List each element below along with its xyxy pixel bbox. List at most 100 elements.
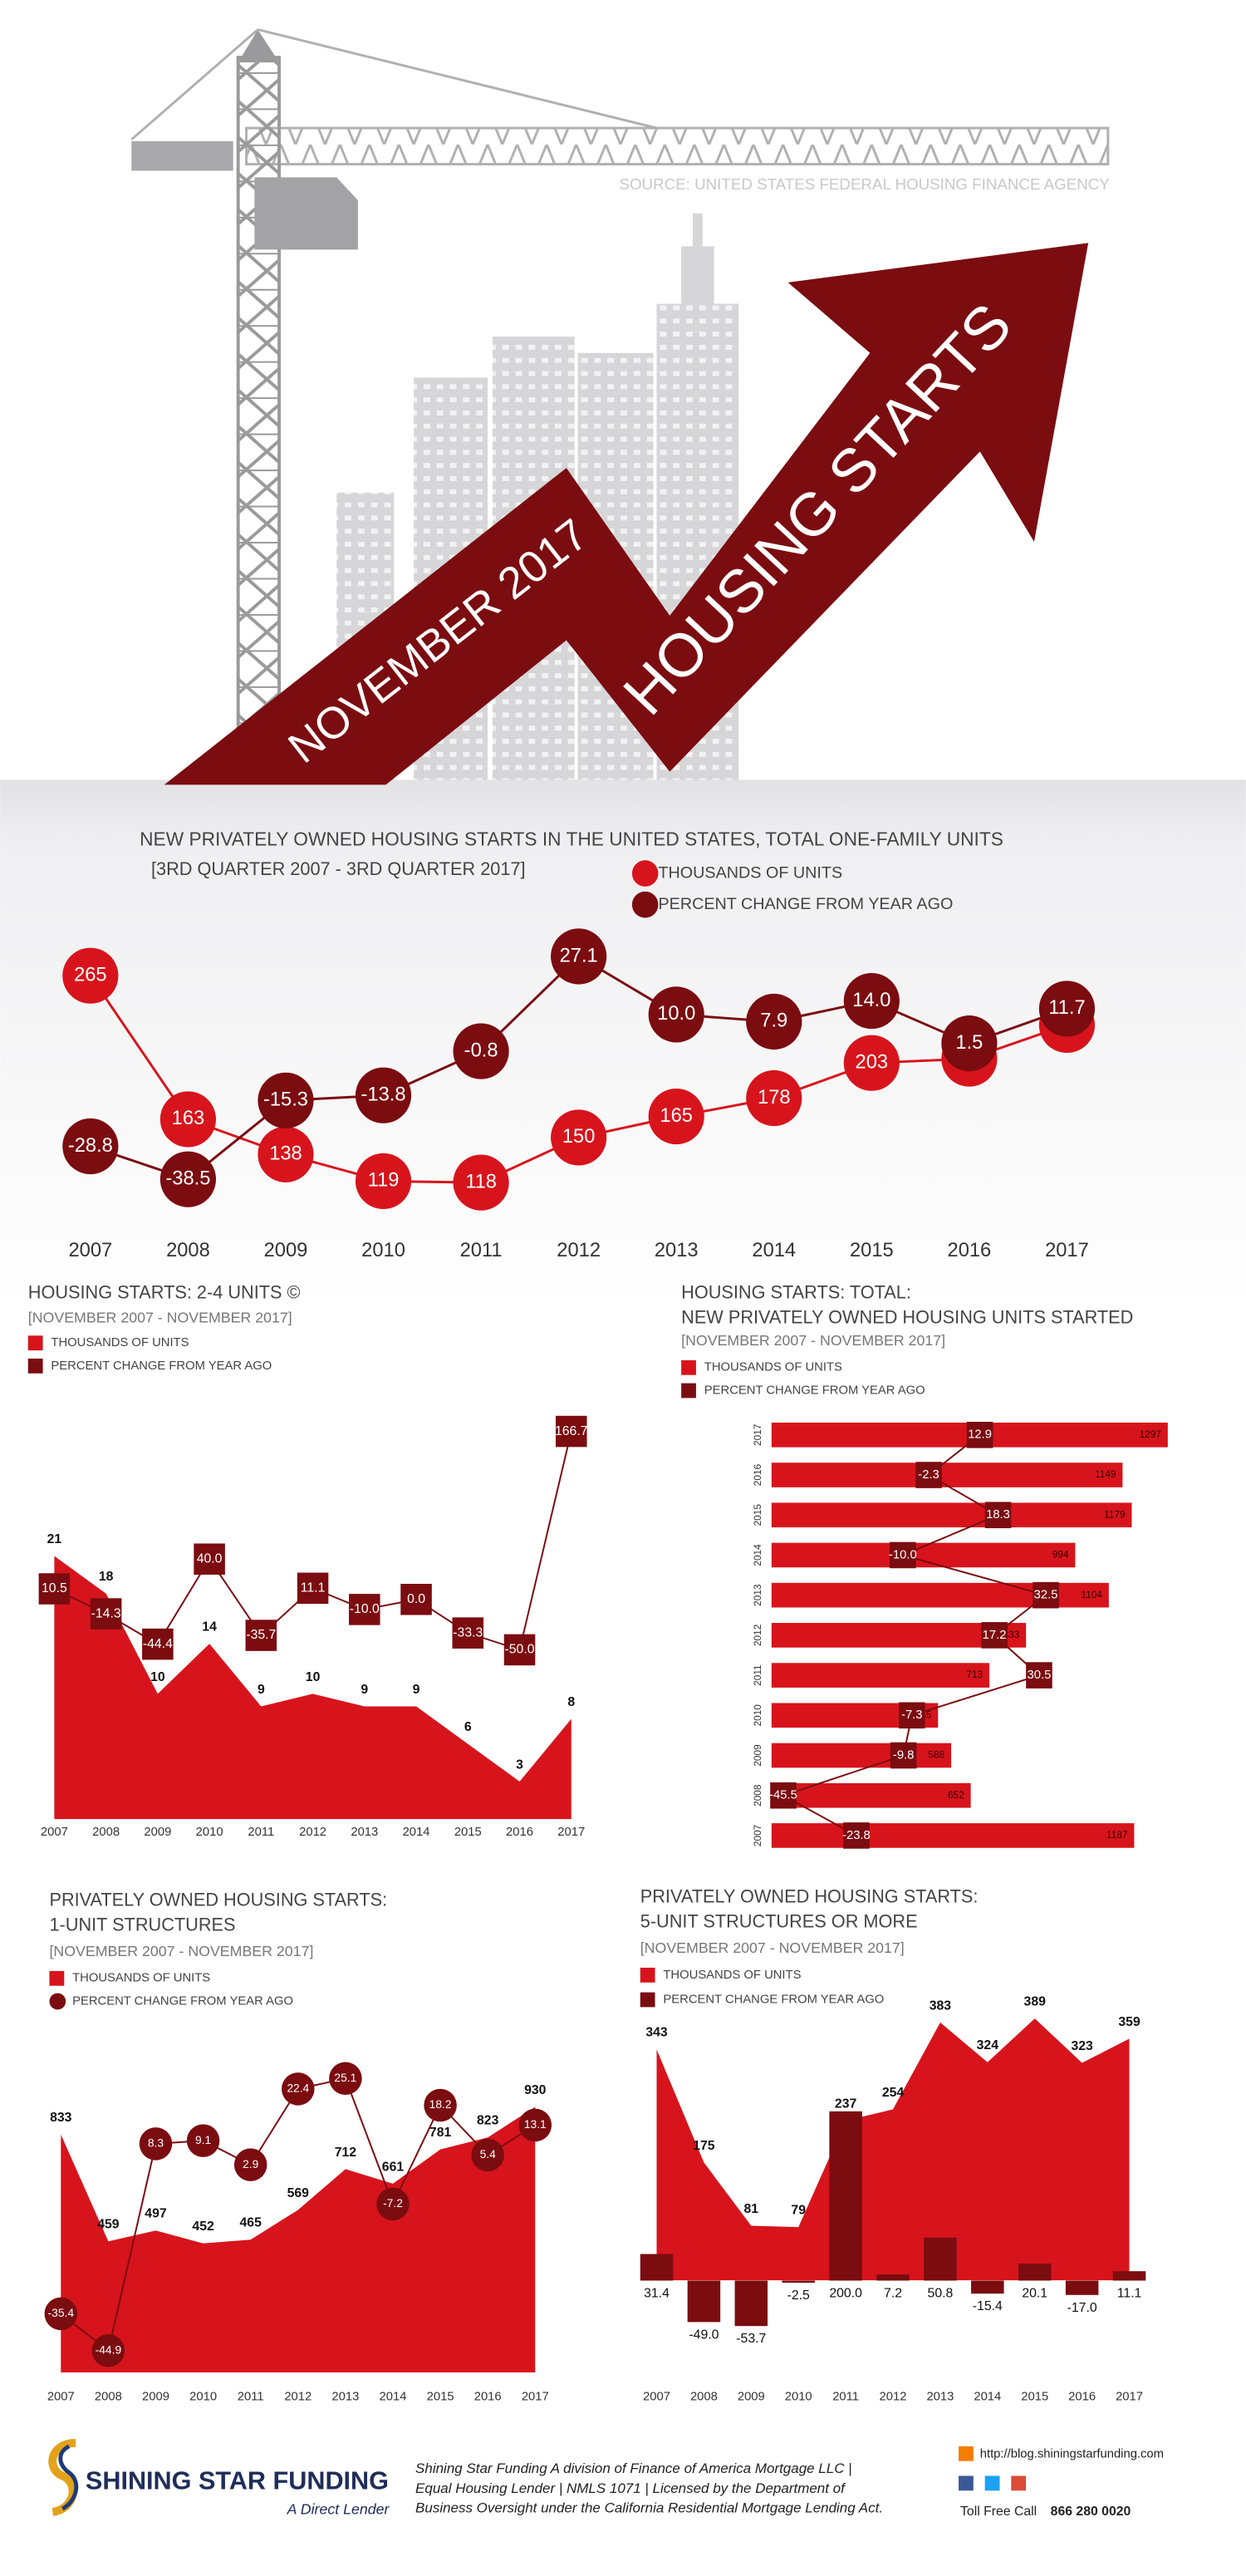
value-label: 150: [562, 1126, 596, 1148]
value-label: 6: [464, 1720, 472, 1734]
point: [555, 1415, 587, 1448]
bar: [771, 1782, 971, 1808]
value-label: 9: [361, 1683, 368, 1697]
x-tick-label: 2011: [248, 1826, 274, 1839]
legend-swatch: [681, 1359, 696, 1375]
point: [376, 2187, 410, 2221]
legend-label: THOUSANDS OF UNITS: [704, 1361, 842, 1374]
value-label: 31.4: [644, 2286, 670, 2300]
value-label: -13.8: [361, 1084, 406, 1105]
value-label: 237: [835, 2097, 857, 2111]
y-tick-label: 2016: [752, 1463, 763, 1486]
legend-label: PERCENT CHANGE FROM YEAR AGO: [704, 1384, 925, 1397]
bar: [1018, 2264, 1052, 2281]
point: [981, 1622, 1008, 1649]
value-label: 21: [47, 1532, 62, 1546]
point: [245, 1620, 277, 1651]
value-label: 1187: [1106, 1829, 1127, 1841]
legend-label: THOUSANDS OF UNITS: [663, 1969, 801, 1982]
point: [452, 1617, 484, 1649]
bar: [1112, 2271, 1146, 2281]
bar: [829, 2111, 862, 2281]
url[interactable]: http://blog.shiningstarfunding.com: [980, 2448, 1164, 2461]
y-tick-label: 2014: [752, 1544, 763, 1566]
chart-period: [NOVEMBER 2007 - NOVEMBER 2017]: [681, 1332, 945, 1349]
legend-swatch: [49, 1993, 66, 2010]
point: [62, 1118, 119, 1175]
value-label: 833: [50, 2111, 72, 2125]
value-label: 588: [928, 1749, 944, 1761]
legend-swatch: [631, 860, 659, 887]
x-tick-label: 2008: [166, 1240, 210, 1261]
point: [258, 1126, 314, 1182]
point: [329, 2062, 362, 2095]
value-label: 497: [145, 2207, 167, 2221]
point: [843, 972, 900, 1030]
point: [62, 947, 119, 1004]
value-label: 389: [1024, 1994, 1047, 2008]
value-label: 22.4: [287, 2082, 309, 2095]
x-tick-label: 2009: [142, 2391, 169, 2404]
x-tick-label: 2016: [474, 2391, 502, 2404]
bar: [876, 2274, 910, 2281]
y-tick-label: 2013: [752, 1584, 763, 1606]
value-label: -0.8: [464, 1040, 498, 1061]
x-tick-label: 2012: [284, 2391, 312, 2404]
point: [1026, 1662, 1052, 1689]
point: [1038, 981, 1096, 1037]
value-label: 5.4: [480, 2147, 497, 2161]
x-tick-label: 2010: [196, 1826, 223, 1839]
x-tick-label: 2011: [460, 1240, 503, 1261]
bar: [971, 2280, 1004, 2294]
point: [90, 1598, 122, 1630]
point: [38, 1573, 71, 1605]
point: [518, 2108, 552, 2142]
value-label: 1297: [1140, 1428, 1161, 1440]
value-label: 13.1: [524, 2117, 547, 2131]
point: [355, 1153, 412, 1210]
x-tick-label: 2016: [1068, 2391, 1096, 2404]
value-label: -50.0: [505, 1643, 535, 1657]
legend-swatch: [640, 1967, 655, 1983]
value-label: 166.7: [555, 1424, 588, 1438]
legend-label: PERCENT CHANGE FROM YEAR AGO: [51, 1359, 272, 1373]
area: [54, 1556, 571, 1820]
x-tick-label: 2009: [144, 1826, 171, 1839]
value-label: 50.8: [928, 2286, 954, 2300]
value-label: 138: [269, 1143, 302, 1165]
point: [258, 1072, 314, 1128]
value-label: 652: [948, 1789, 964, 1801]
value-label: -49.0: [689, 2328, 719, 2342]
value-label: 40.0: [197, 1551, 223, 1566]
point: [746, 993, 802, 1050]
x-tick-label: 2008: [95, 2391, 122, 2404]
value-label: 79: [791, 2204, 806, 2218]
y-tick-label: 2015: [752, 1504, 763, 1526]
x-tick-label: 2016: [948, 1240, 992, 1261]
value-label: 569: [287, 2186, 310, 2200]
legend-swatch: [27, 1335, 43, 1351]
value-label: -38.5: [165, 1168, 210, 1189]
value-label: 2.9: [243, 2157, 259, 2170]
x-tick-label: 2012: [880, 2391, 907, 2404]
value-label: -2.3: [918, 1468, 939, 1482]
value-label: 14: [202, 1620, 217, 1635]
value-label: -7.3: [901, 1708, 923, 1722]
legend-label: PERCENT CHANGE FROM YEAR AGO: [663, 1993, 884, 2006]
point: [941, 1015, 998, 1072]
chart-subtitle: [3RD QUARTER 2007 - 3RD QUARTER 2017]: [151, 858, 526, 879]
value-label: -35.4: [48, 2306, 75, 2319]
point: [770, 1782, 797, 1809]
x-tick-label: 2015: [427, 2391, 454, 2404]
value-label: 781: [429, 2126, 452, 2140]
legend-swatch: [27, 1358, 43, 1374]
point: [648, 986, 704, 1043]
point: [282, 2072, 315, 2106]
x-tick-label: 2007: [69, 1240, 113, 1261]
value-label: 178: [758, 1087, 791, 1109]
value-label: 11.7: [1048, 997, 1085, 1019]
x-tick-label: 2013: [351, 1826, 378, 1839]
y-tick-label: 2011: [752, 1664, 763, 1686]
value-label: 323: [1071, 2039, 1093, 2053]
point: [1033, 1581, 1059, 1609]
